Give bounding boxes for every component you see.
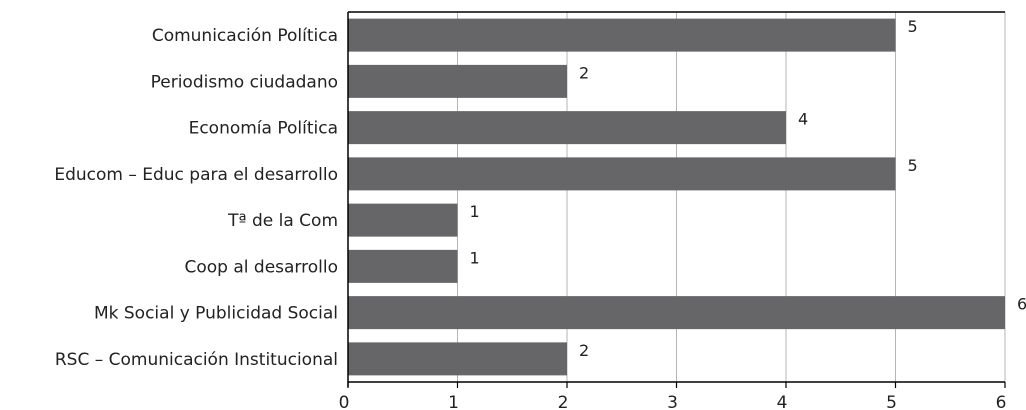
category-label-4: Educom – Educ para el desarrollo (54, 165, 338, 185)
category-label-3: Economía Política (189, 119, 338, 139)
x-tick-label-3: 3 (667, 393, 678, 410)
bars (348, 18, 1005, 376)
value-labels: 5 2 4 5 1 1 6 2 (470, 17, 1026, 360)
bar-5 (348, 203, 458, 237)
value-label-8: 2 (579, 341, 589, 360)
value-label-7: 6 (1017, 295, 1026, 314)
x-tick-labels: 0 1 2 3 4 5 6 (339, 393, 1007, 410)
value-label-2: 2 (579, 63, 589, 82)
category-label-2: Periodismo ciudadano (151, 72, 338, 92)
x-tick-label-6: 6 (996, 393, 1007, 410)
bar-6 (348, 249, 458, 283)
bar-3 (348, 111, 786, 145)
value-label-4: 5 (908, 156, 918, 175)
value-label-5: 1 (470, 202, 480, 221)
category-label-7: Mk Social y Publicidad Social (94, 304, 338, 324)
bar-1 (348, 18, 896, 52)
x-tick-label-0: 0 (339, 393, 350, 410)
category-label-5: Tª de la Com (227, 211, 338, 231)
x-tick-label-4: 4 (777, 393, 788, 410)
x-tick-label-1: 1 (448, 393, 459, 410)
category-label-1: Comunicación Política (152, 26, 338, 46)
axes (347, 11, 1006, 388)
category-labels: Comunicación Política Periodismo ciudadan… (54, 26, 338, 370)
bar-7 (348, 296, 1005, 330)
x-tick-label-5: 5 (886, 393, 897, 410)
value-label-6: 1 (470, 248, 480, 267)
category-label-6: Coop al desarrollo (185, 257, 339, 277)
bar-8 (348, 342, 567, 376)
value-label-1: 5 (908, 17, 918, 36)
x-tick-label-2: 2 (558, 393, 569, 410)
bar-4 (348, 157, 896, 191)
value-label-3: 4 (798, 110, 808, 129)
category-label-8: RSC – Comunicación Institucional (55, 350, 338, 370)
bar-2 (348, 64, 567, 98)
